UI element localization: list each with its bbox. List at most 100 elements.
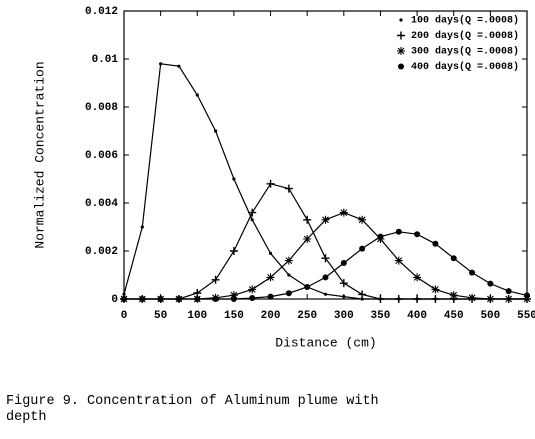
marker-circle xyxy=(469,269,476,276)
marker xyxy=(139,296,146,302)
marker-circle xyxy=(194,296,201,302)
marker-circle xyxy=(359,245,366,252)
legend-label: 300 days(Q =.0008) xyxy=(411,46,519,58)
marker xyxy=(450,255,457,262)
marker xyxy=(360,297,364,301)
marker-circle xyxy=(398,63,404,70)
marker xyxy=(266,273,275,282)
figure-caption: Figure 9. Concentration of Aluminum plum… xyxy=(6,394,379,425)
x-tick-label: 400 xyxy=(407,310,427,322)
legend-label: 200 days(Q =.0008) xyxy=(411,30,519,42)
marker-plus xyxy=(266,179,275,188)
marker xyxy=(121,296,127,302)
legend-label: 400 days(Q =.0008) xyxy=(411,61,519,73)
marker-circle xyxy=(267,293,274,300)
marker-circle xyxy=(304,284,311,290)
marker xyxy=(195,93,199,97)
marker-star xyxy=(339,208,348,217)
marker-circle xyxy=(524,292,530,299)
marker xyxy=(399,18,403,22)
marker xyxy=(397,47,405,55)
marker xyxy=(505,288,512,295)
marker xyxy=(523,295,531,303)
marker-star xyxy=(248,285,257,294)
marker-star xyxy=(486,295,495,303)
marker xyxy=(177,64,181,68)
marker-circle xyxy=(175,296,182,302)
marker-circle xyxy=(377,233,384,240)
marker-plus xyxy=(413,295,422,303)
marker xyxy=(487,280,494,287)
marker xyxy=(321,254,330,263)
marker xyxy=(413,273,422,282)
marker-star xyxy=(413,273,422,282)
marker xyxy=(268,251,273,255)
x-tick-label: 150 xyxy=(224,310,244,322)
marker-circle xyxy=(212,296,219,302)
marker xyxy=(248,285,257,294)
marker xyxy=(414,231,421,238)
x-tick-label: 100 xyxy=(187,310,207,322)
marker xyxy=(358,290,367,299)
y-tick-label: 0.006 xyxy=(85,150,118,162)
x-tick-label: 300 xyxy=(334,310,354,322)
marker-dot xyxy=(140,225,144,229)
legend-item: 400 days(Q =.0008) xyxy=(411,61,519,73)
marker-circle xyxy=(395,228,402,235)
x-tick-label: 350 xyxy=(371,310,391,322)
x-axis-title: Distance (cm) xyxy=(275,335,376,350)
marker-dot xyxy=(232,177,236,181)
marker-plus xyxy=(284,184,293,193)
marker-dot xyxy=(195,93,199,97)
marker-circle xyxy=(322,274,329,281)
marker xyxy=(342,295,346,299)
marker-star xyxy=(397,47,405,55)
marker xyxy=(140,225,144,229)
x-tick-label: 50 xyxy=(154,310,167,322)
legend-item: 200 days(Q =.0008) xyxy=(411,30,519,42)
marker-dot xyxy=(342,295,346,299)
legend-item: 300 days(Q =.0008) xyxy=(411,46,519,58)
y-tick-label: 0.01 xyxy=(92,54,119,66)
marker-star xyxy=(523,295,531,303)
series-line xyxy=(124,183,527,300)
chart: Normalized Concentration Distance (cm) 0… xyxy=(32,6,535,351)
marker xyxy=(230,296,237,302)
series-line xyxy=(123,63,527,300)
marker-circle xyxy=(157,296,164,302)
marker xyxy=(340,260,347,266)
marker xyxy=(486,295,495,303)
legend-label: 100 days(Q =.0008) xyxy=(411,15,519,27)
marker-dot xyxy=(213,129,218,133)
marker xyxy=(359,245,366,252)
marker xyxy=(449,291,458,300)
marker-plus xyxy=(229,247,238,255)
series-line xyxy=(124,231,528,300)
marker xyxy=(175,296,182,302)
marker-dot xyxy=(360,297,364,301)
marker xyxy=(122,292,126,296)
marker-dot xyxy=(177,64,181,68)
marker xyxy=(232,177,236,181)
marker xyxy=(395,228,402,235)
marker xyxy=(376,295,385,303)
marker-dot xyxy=(323,292,328,296)
marker xyxy=(377,233,384,240)
marker xyxy=(304,284,311,290)
marker xyxy=(432,240,439,247)
marker xyxy=(284,184,293,193)
marker-circle xyxy=(121,296,127,302)
marker xyxy=(358,215,367,224)
marker xyxy=(322,274,329,281)
marker-plus xyxy=(211,275,220,284)
x-tick-label: 0 xyxy=(121,310,128,322)
marker-circle xyxy=(432,240,439,247)
marker-plus xyxy=(394,295,403,303)
marker xyxy=(287,273,291,277)
marker xyxy=(468,293,477,302)
marker-star xyxy=(468,293,477,302)
marker xyxy=(159,62,163,66)
y-tick-label: 0 xyxy=(111,294,118,306)
marker xyxy=(339,208,348,217)
x-tick-label: 250 xyxy=(297,310,317,322)
